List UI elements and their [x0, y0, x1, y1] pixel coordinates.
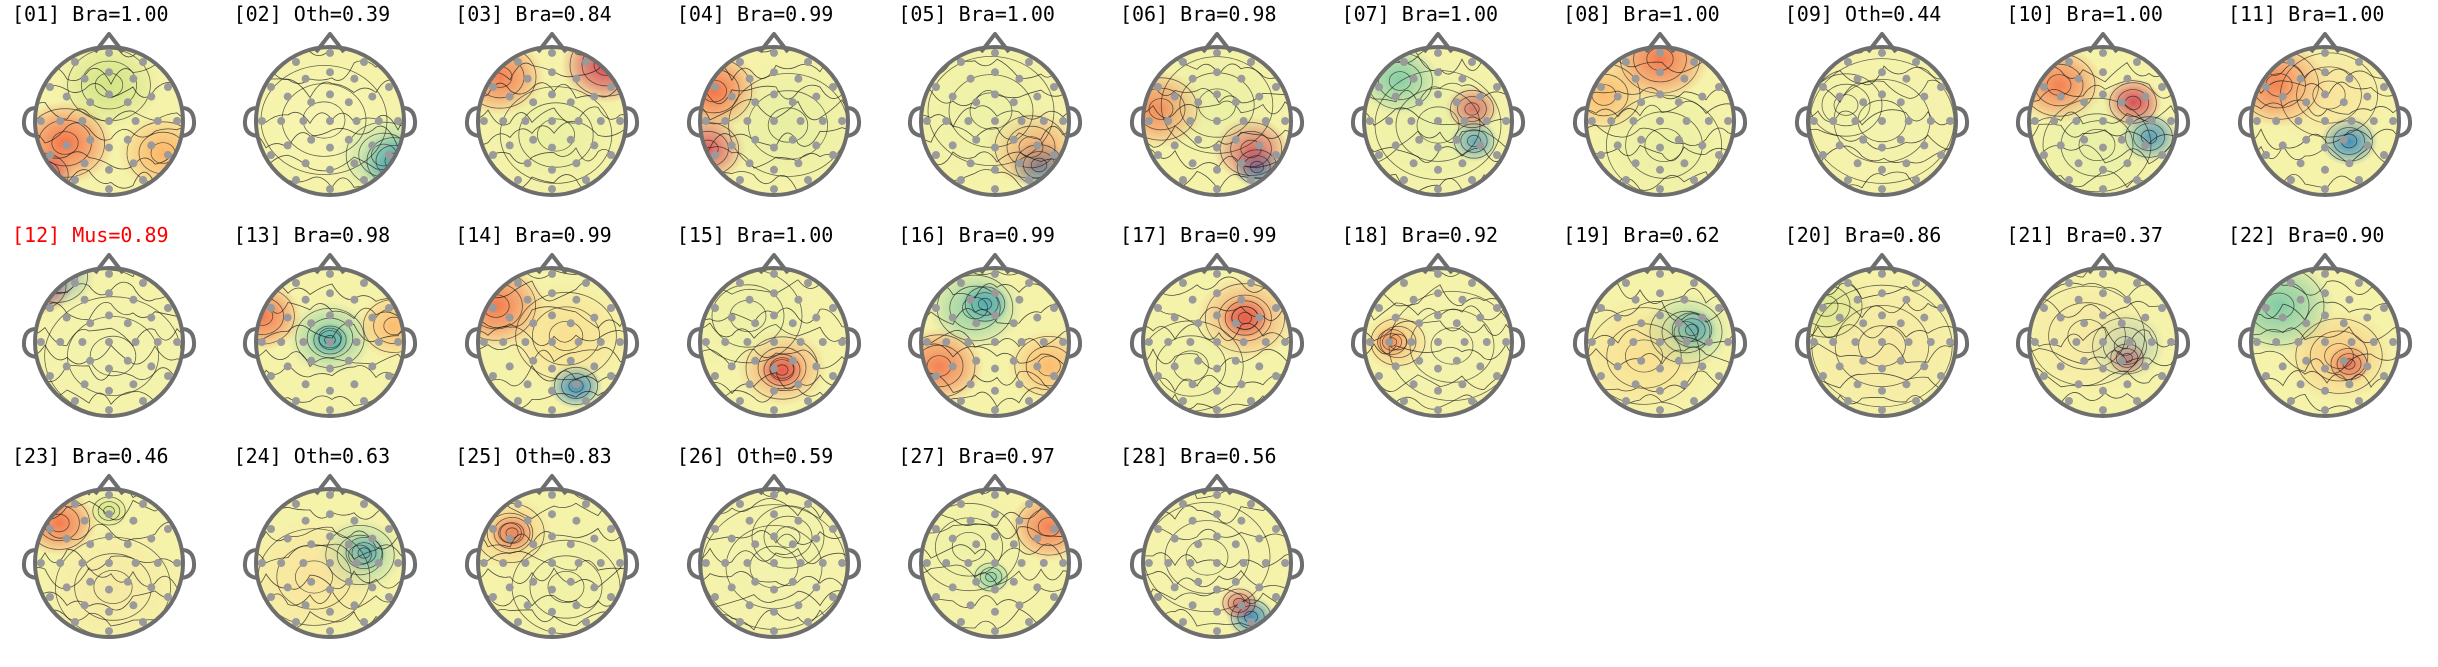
component-label: [11] Bra=1.00 — [2227, 2, 2385, 26]
scalp-topomap — [1564, 246, 1760, 436]
component-label: [22] Bra=0.90 — [2227, 223, 2385, 247]
ica-component-09[interactable]: [09] Oth=0.44 — [1773, 2, 1995, 223]
component-label: [06] Bra=0.98 — [1119, 2, 1277, 26]
ica-component-07[interactable]: [07] Bra=1.00 — [1330, 2, 1552, 223]
ica-component-15[interactable]: [15] Bra=1.00 — [665, 223, 887, 444]
scalp-topomap — [234, 467, 430, 657]
component-label: [05] Bra=1.00 — [898, 2, 1055, 26]
ica-component-01[interactable]: [01] Bra=1.00 — [0, 2, 222, 223]
scalp-topomap — [2229, 25, 2425, 215]
ica-component-05[interactable]: [05] Bra=1.00 — [886, 2, 1108, 223]
component-label: [04] Bra=0.99 — [676, 2, 834, 26]
ica-component-03[interactable]: [03] Bra=0.84 — [443, 2, 665, 223]
component-label: [02] Oth=0.39 — [233, 2, 391, 26]
ica-component-18[interactable]: [18] Bra=0.92 — [1330, 223, 1552, 444]
empty-cell — [1551, 444, 1773, 665]
component-label: [16] Bra=0.99 — [898, 223, 1055, 247]
ica-component-14[interactable]: [14] Bra=0.99 — [443, 223, 665, 444]
ica-component-02[interactable]: [02] Oth=0.39 — [222, 2, 444, 223]
scalp-topomap — [2229, 246, 2425, 436]
scalp-topomap — [13, 246, 209, 436]
component-label: [09] Oth=0.44 — [1784, 2, 1942, 26]
ica-component-28[interactable]: [28] Bra=0.56 — [1108, 444, 1330, 665]
topography-row: [01] Bra=1.00 [02] Oth=0.39 [03] Bra=0.84 [… — [0, 2, 2438, 223]
empty-cell — [2216, 444, 2438, 665]
scalp-topomap — [899, 25, 1095, 215]
ica-component-16[interactable]: [16] Bra=0.99 — [886, 223, 1108, 444]
component-label: [07] Bra=1.00 — [1341, 2, 1499, 26]
ica-component-06[interactable]: [06] Bra=0.98 — [1108, 2, 1330, 223]
component-label: [21] Bra=0.37 — [2006, 223, 2163, 247]
component-label: [25] Oth=0.83 — [455, 444, 612, 468]
component-label: [14] Bra=0.99 — [455, 223, 612, 247]
scalp-topomap — [1786, 246, 1982, 436]
empty-cell — [1994, 444, 2216, 665]
topography-row: [23] Bra=0.46 [24] Oth=0.63 [25] Oth=0.83 [… — [0, 444, 2438, 665]
ica-component-04[interactable]: [04] Bra=0.99 — [665, 2, 887, 223]
component-label: [18] Bra=0.92 — [1341, 223, 1499, 247]
component-label: [28] Bra=0.56 — [1119, 444, 1277, 468]
scalp-topomap — [678, 25, 874, 215]
component-label: [20] Bra=0.86 — [1784, 223, 1942, 247]
ica-component-23[interactable]: [23] Bra=0.46 — [0, 444, 222, 665]
ica-component-22[interactable]: [22] Bra=0.90 — [2216, 223, 2438, 444]
scalp-topomap — [1786, 25, 1982, 215]
ica-component-20[interactable]: [20] Bra=0.86 — [1773, 223, 1995, 444]
ica-component-26[interactable]: [26] Oth=0.59 — [665, 444, 887, 665]
scalp-topomap — [678, 467, 874, 657]
ica-component-17[interactable]: [17] Bra=0.99 — [1108, 223, 1330, 444]
component-label: [26] Oth=0.59 — [676, 444, 834, 468]
scalp-topomap — [1564, 25, 1760, 215]
scalp-topomap — [899, 246, 1095, 436]
empty-cell — [1773, 444, 1995, 665]
scalp-topomap — [13, 467, 209, 657]
scalp-topomap — [2007, 246, 2203, 436]
component-label: [17] Bra=0.99 — [1119, 223, 1277, 247]
ica-component-19[interactable]: [19] Bra=0.62 — [1551, 223, 1773, 444]
component-label: [27] Bra=0.97 — [898, 444, 1055, 468]
scalp-topomap — [1342, 246, 1538, 436]
ica-component-13[interactable]: [13] Bra=0.98 — [222, 223, 444, 444]
ica-component-25[interactable]: [25] Oth=0.83 — [443, 444, 665, 665]
component-label: [10] Bra=1.00 — [2006, 2, 2163, 26]
component-label: [12] Mus=0.89 — [12, 223, 169, 247]
scalp-topomap — [13, 25, 209, 215]
scalp-topomap — [2007, 25, 2203, 215]
scalp-topomap — [456, 25, 652, 215]
ica-component-12[interactable]: [12] Mus=0.89 — [0, 223, 222, 444]
topography-row: [12] Mus=0.89 [13] Bra=0.98 [14] Bra=0.99 [… — [0, 223, 2438, 444]
scalp-topomap — [1121, 467, 1317, 657]
scalp-topomap — [234, 246, 430, 436]
ica-component-24[interactable]: [24] Oth=0.63 — [222, 444, 444, 665]
scalp-topomap — [678, 246, 874, 436]
scalp-topomap — [234, 25, 430, 215]
component-label: [08] Bra=1.00 — [1563, 2, 1720, 26]
ica-component-21[interactable]: [21] Bra=0.37 — [1994, 223, 2216, 444]
scalp-topomap — [1121, 25, 1317, 215]
component-label: [23] Bra=0.46 — [12, 444, 169, 468]
scalp-topomap — [1342, 25, 1538, 215]
component-label: [03] Bra=0.84 — [455, 2, 612, 26]
scalp-topomap — [899, 467, 1095, 657]
component-label: [19] Bra=0.62 — [1563, 223, 1720, 247]
component-label: [01] Bra=1.00 — [12, 2, 169, 26]
component-label: [24] Oth=0.63 — [233, 444, 391, 468]
empty-cell — [1330, 444, 1552, 665]
ica-component-11[interactable]: [11] Bra=1.00 — [2216, 2, 2438, 223]
component-label: [15] Bra=1.00 — [676, 223, 834, 247]
component-label: [13] Bra=0.98 — [233, 223, 391, 247]
ica-component-27[interactable]: [27] Bra=0.97 — [886, 444, 1108, 665]
ica-component-08[interactable]: [08] Bra=1.00 — [1551, 2, 1773, 223]
scalp-topomap — [456, 246, 652, 436]
ica-component-10[interactable]: [10] Bra=1.00 — [1994, 2, 2216, 223]
scalp-topomap — [1121, 246, 1317, 436]
scalp-topomap — [456, 467, 652, 657]
